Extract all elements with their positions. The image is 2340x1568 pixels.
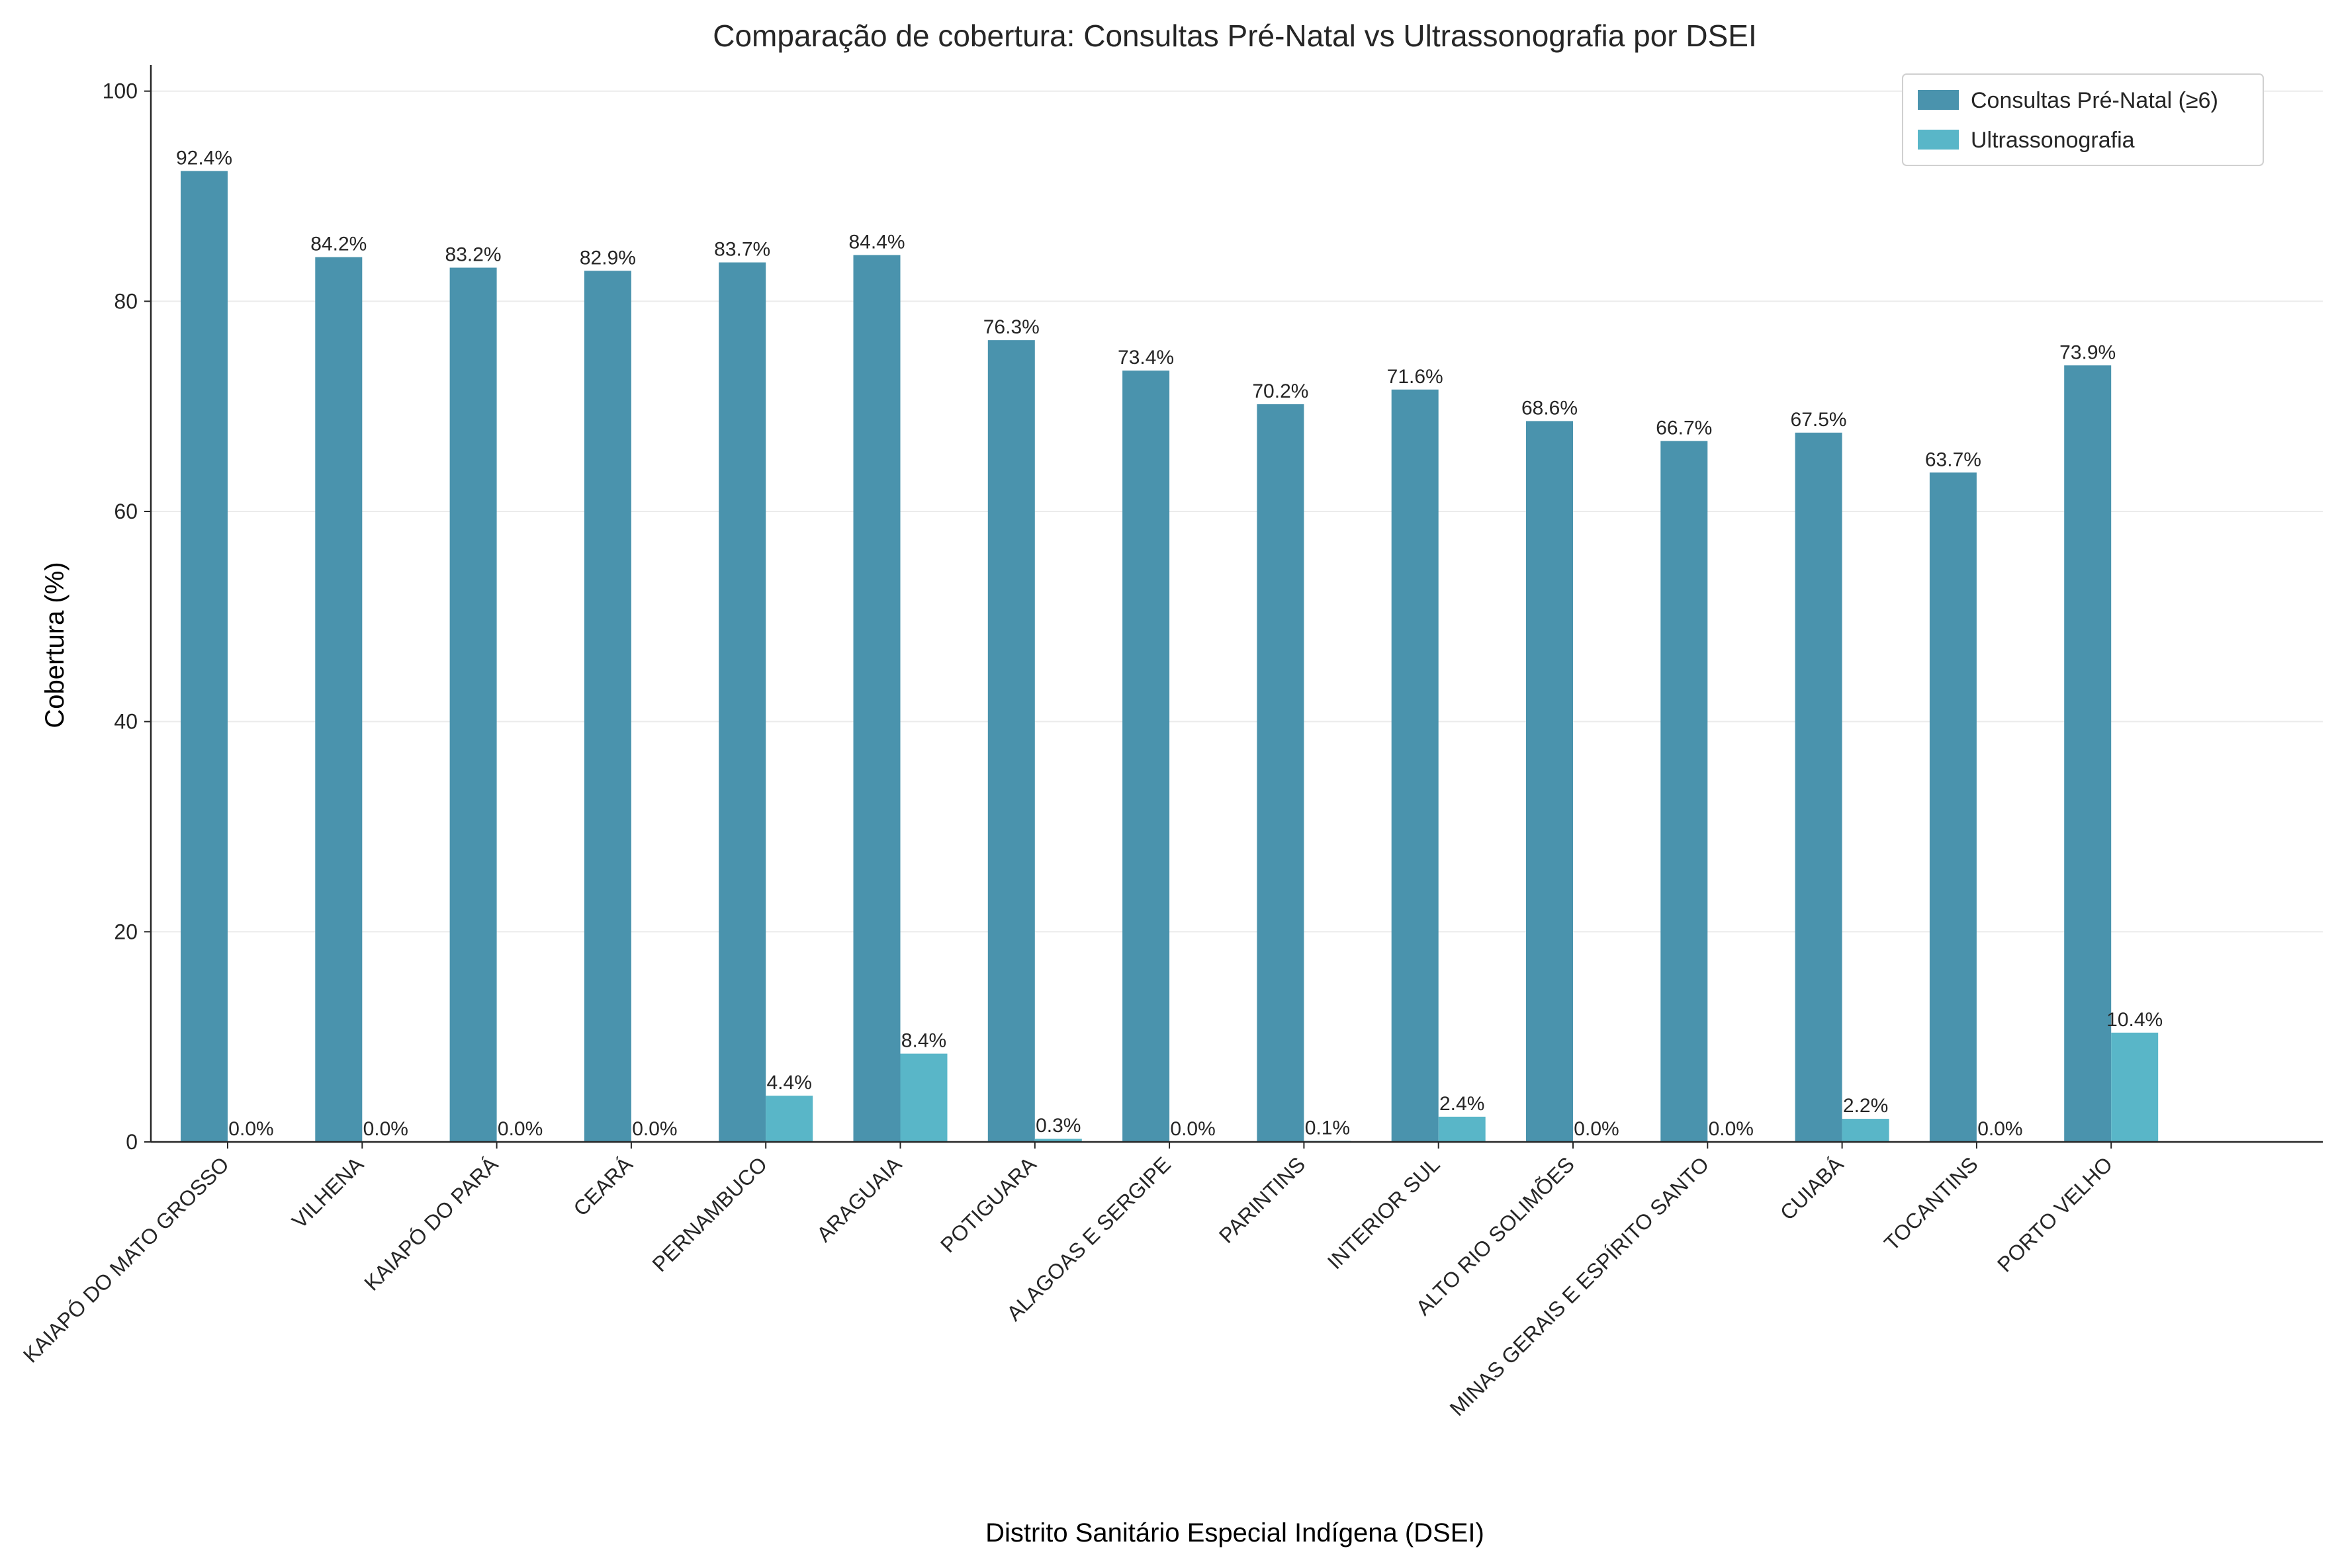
data-label: 82.9% [580,247,636,269]
data-label: 66.7% [1656,417,1712,439]
x-tick-label: TOCANTINS [1879,1152,1983,1255]
data-label: 83.2% [445,244,502,266]
data-label: 92.4% [176,147,232,169]
data-label: 0.0% [498,1118,543,1140]
bar-consultas [1257,404,1304,1142]
x-tick-label: CUIABÁ [1776,1152,1848,1225]
x-tick-label: PORTO VELHO [1993,1152,2117,1276]
legend-label-ultrassonografia: Ultrassonografia [1971,128,2135,153]
data-label: 2.4% [1439,1093,1484,1115]
x-tick-label: PARINTINS [1214,1152,1310,1247]
y-tick-label: 20 [114,920,138,943]
x-tick-label: ARAGUAIA [812,1152,907,1246]
bar-ultrassonografia [2111,1032,2159,1142]
data-label: 0.0% [1977,1118,2022,1140]
y-tick-label: 100 [103,79,138,103]
y-tick-labels: 0 20 40 60 80 100 [103,79,151,1154]
data-label: 73.9% [2059,341,2116,363]
y-tick-label: 80 [114,289,138,313]
bar-ultrassonografia [1438,1116,1486,1142]
y-tick-label: 60 [114,500,138,523]
data-label: 0.1% [1305,1117,1350,1139]
bar-ultrassonografia [900,1053,948,1142]
data-label: 0.0% [1709,1118,1754,1140]
bar-consultas [584,271,631,1142]
data-label: 0.0% [228,1118,273,1140]
data-label: 68.6% [1521,397,1578,419]
bar-ultrassonografia [1034,1139,1082,1142]
data-label: 0.0% [632,1118,677,1140]
bar-consultas [315,257,363,1142]
x-tick-label: VILHENA [287,1152,369,1233]
data-label: 10.4% [2106,1009,2163,1031]
bar-consultas [1122,370,1170,1143]
bar-consultas [719,262,766,1143]
y-tick-label: 0 [126,1130,138,1154]
data-label: 2.2% [1843,1095,1888,1117]
legend: Consultas Pré-Natal (≥6) Ultrassonografi… [1902,73,2264,166]
x-tick-label: KAIAPÓ DO PARÁ [359,1152,503,1295]
y-axis-label: Cobertura (%) [40,562,69,728]
legend-swatch-ultrassonografia [1918,130,1959,150]
bar-consultas [853,255,901,1143]
data-labels: 92.4% 0.0% 84.2% 0.0% 83.2% 0.0% 82.9% 0.0% 83.7… [176,147,2163,1140]
x-axis-label: Distrito Sanitário Especial Indígena (DS… [985,1518,1484,1547]
bar-ultrassonografia [1842,1119,1889,1142]
data-label: 0.0% [1170,1118,1215,1140]
x-tick-label: CEARÁ [568,1152,637,1221]
legend-swatch-consultas [1918,90,1959,110]
data-label: 84.4% [848,231,905,253]
bar-consultas [449,267,497,1142]
x-tick-label: MINAS GERAIS E ESPÍRITO SANTO [1445,1152,1714,1420]
data-label: 71.6% [1387,366,1443,388]
data-label: 0.3% [1036,1115,1081,1137]
data-label: 8.4% [901,1030,946,1052]
data-label: 0.0% [363,1118,408,1140]
axes [150,65,2323,1143]
x-tick-label: INTERIOR SUL [1323,1152,1445,1274]
x-tick-label: KAIAPÓ DO MATO GROSSO [19,1152,234,1367]
bar-consultas [1795,432,1842,1142]
data-label: 63.7% [1925,449,1981,470]
bar-consultas [1929,472,1977,1142]
data-label: 73.4% [1118,347,1174,369]
chart-title: Comparação de cobertura: Consultas Pré-N… [713,19,1757,53]
bar-consultas [987,340,1035,1142]
bar-ultrassonografia [766,1096,813,1142]
x-tick-label: POTIGUARA [936,1152,1041,1257]
data-label: 84.2% [310,234,367,255]
bar-consultas [181,171,228,1142]
bar-consultas [2064,365,2112,1142]
data-label: 83.7% [714,239,770,261]
bar-consultas [1391,389,1439,1142]
data-label: 4.4% [767,1072,812,1094]
data-label: 76.3% [983,316,1040,338]
legend-label-consultas: Consultas Pré-Natal (≥6) [1971,88,2218,113]
legend-box [1902,73,2264,166]
bars [181,171,2159,1143]
data-label: 70.2% [1252,380,1308,402]
x-tick-label: PERNAMBUCO [648,1152,772,1276]
y-tick-label: 40 [114,710,138,734]
bar-consultas [1526,421,1573,1143]
bar-consultas [1660,441,1708,1142]
data-label: 67.5% [1791,409,1847,431]
data-label: 0.0% [1574,1118,1619,1140]
